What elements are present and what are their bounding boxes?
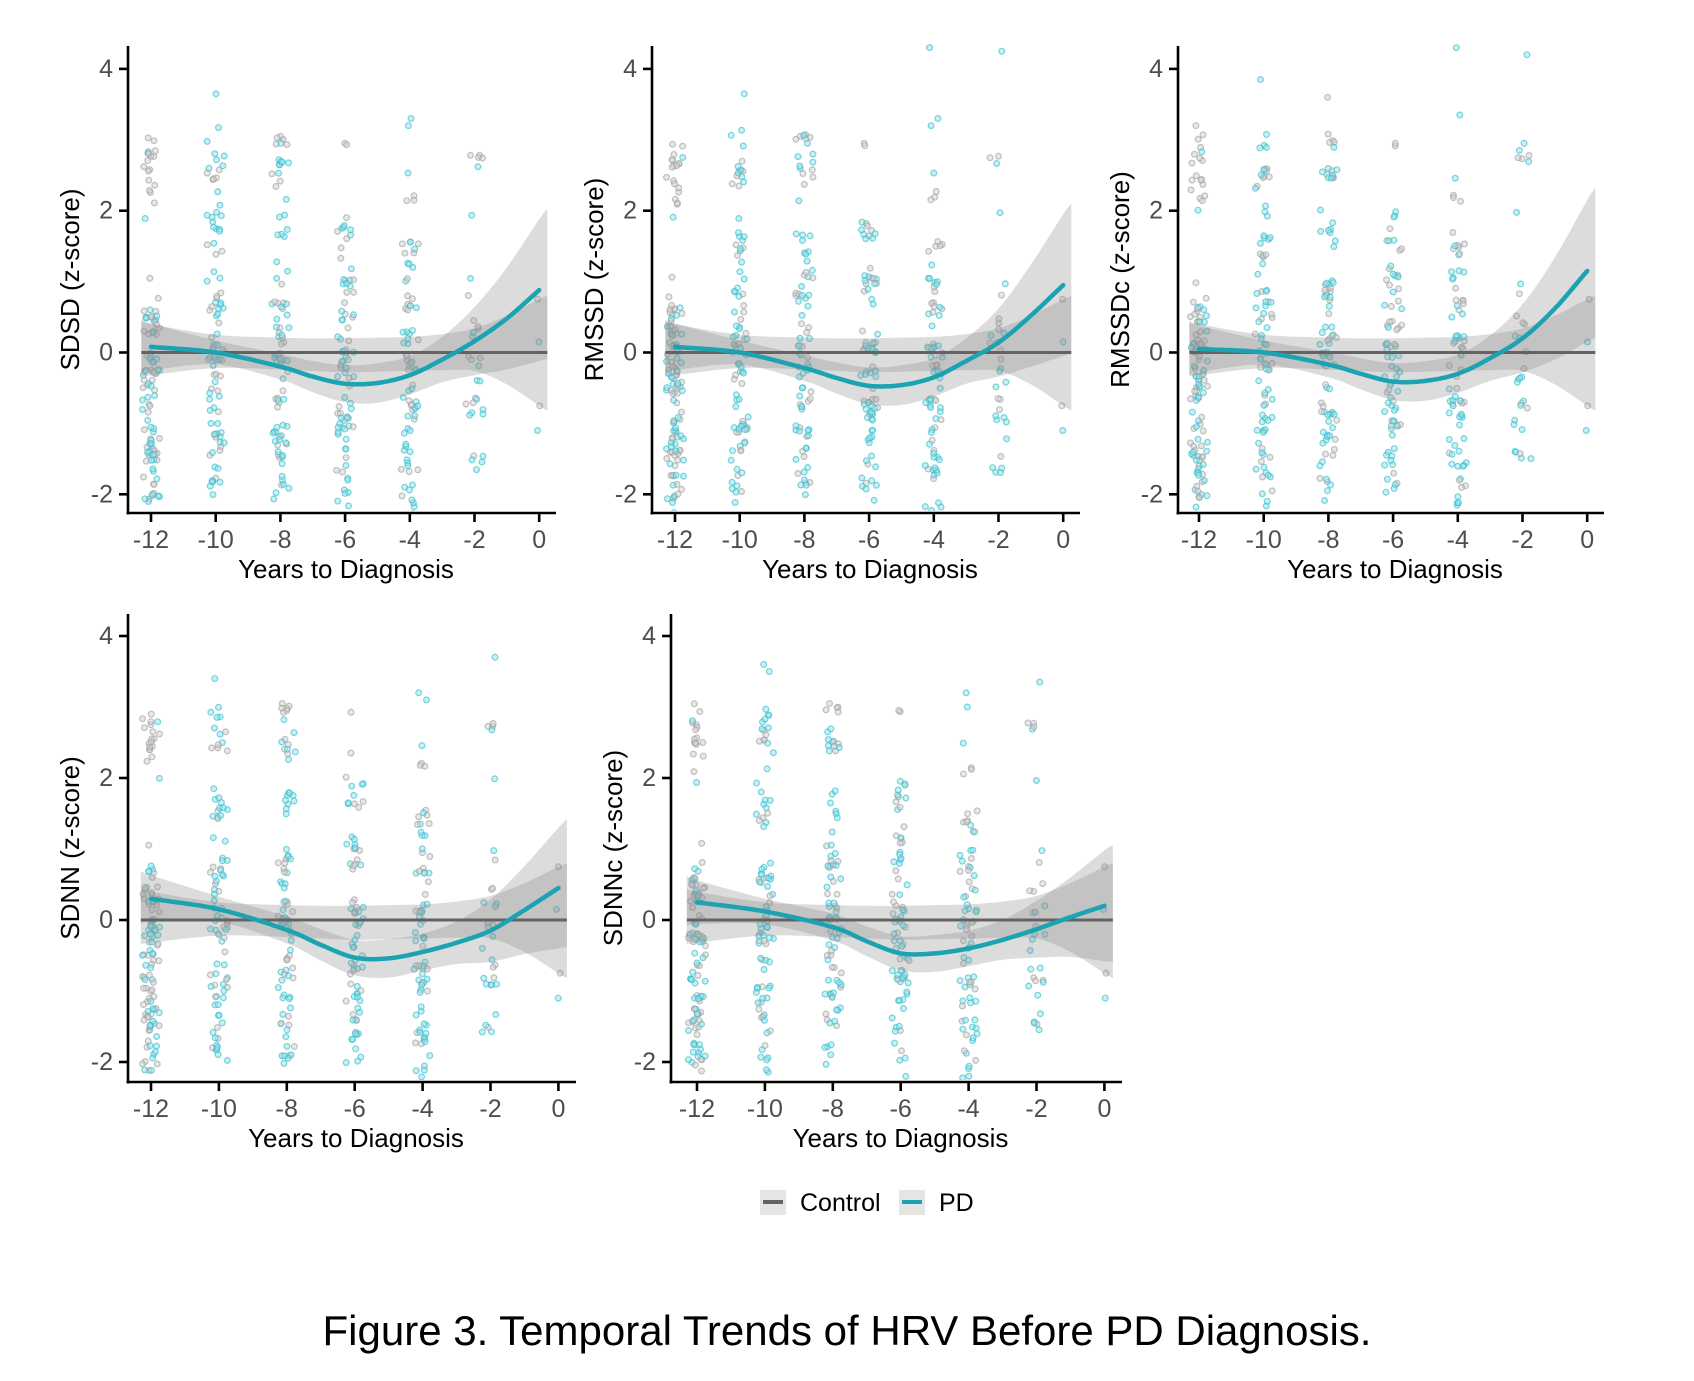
svg-text:-8: -8 [269, 526, 291, 554]
svg-text:0: 0 [623, 339, 637, 367]
svg-text:PD: PD [939, 1189, 974, 1217]
svg-text:2: 2 [99, 197, 113, 225]
svg-text:Years to Diagnosis: Years to Diagnosis [793, 1123, 1009, 1153]
svg-text:2: 2 [1149, 197, 1163, 225]
svg-text:-2: -2 [634, 1048, 656, 1076]
svg-text:-2: -2 [615, 480, 637, 508]
svg-text:-2: -2 [91, 1048, 113, 1076]
svg-text:-10: -10 [1246, 526, 1282, 554]
svg-text:-6: -6 [1382, 526, 1404, 554]
svg-text:-2: -2 [1141, 480, 1163, 508]
svg-text:-4: -4 [399, 526, 421, 554]
svg-text:2: 2 [99, 764, 113, 792]
svg-text:0: 0 [1580, 526, 1594, 554]
svg-text:-6: -6 [344, 1095, 366, 1123]
svg-text:4: 4 [1149, 55, 1163, 83]
svg-text:-2: -2 [1511, 526, 1533, 554]
svg-text:0: 0 [642, 906, 656, 934]
svg-text:-10: -10 [198, 526, 234, 554]
svg-text:-8: -8 [276, 1095, 298, 1123]
svg-text:-12: -12 [133, 1095, 169, 1123]
svg-text:-2: -2 [479, 1095, 501, 1123]
svg-text:4: 4 [642, 622, 656, 650]
svg-text:SDNNc (z-score): SDNNc (z-score) [598, 750, 628, 946]
svg-text:-8: -8 [1317, 526, 1339, 554]
svg-text:0: 0 [99, 339, 113, 367]
svg-text:SDNN (z-score): SDNN (z-score) [55, 756, 85, 939]
svg-text:4: 4 [623, 55, 637, 83]
svg-text:Control: Control [800, 1189, 881, 1217]
svg-text:4: 4 [99, 55, 113, 83]
svg-text:0: 0 [1056, 526, 1070, 554]
svg-text:-10: -10 [201, 1095, 237, 1123]
svg-text:-6: -6 [858, 526, 880, 554]
svg-text:Years to Diagnosis: Years to Diagnosis [1287, 554, 1503, 584]
svg-text:SDSD (z-score): SDSD (z-score) [55, 188, 85, 370]
svg-text:0: 0 [99, 906, 113, 934]
svg-text:Years to Diagnosis: Years to Diagnosis [762, 554, 978, 584]
svg-text:-8: -8 [793, 526, 815, 554]
svg-text:2: 2 [642, 764, 656, 792]
svg-text:0: 0 [551, 1095, 565, 1123]
svg-text:0: 0 [1149, 339, 1163, 367]
svg-text:-8: -8 [822, 1095, 844, 1123]
svg-text:0: 0 [1097, 1095, 1111, 1123]
svg-text:0: 0 [532, 526, 546, 554]
svg-text:-4: -4 [411, 1095, 433, 1123]
svg-text:-4: -4 [1447, 526, 1469, 554]
svg-text:-10: -10 [747, 1095, 783, 1123]
svg-text:-4: -4 [957, 1095, 979, 1123]
svg-text:RMSSDc (z-score): RMSSDc (z-score) [1105, 171, 1135, 388]
svg-text:-12: -12 [1181, 526, 1217, 554]
svg-text:-12: -12 [679, 1095, 715, 1123]
svg-text:-12: -12 [657, 526, 693, 554]
svg-text:-6: -6 [334, 526, 356, 554]
svg-text:-4: -4 [923, 526, 945, 554]
svg-text:RMSSD (z-score): RMSSD (z-score) [579, 178, 609, 382]
svg-text:-2: -2 [463, 526, 485, 554]
svg-text:-2: -2 [987, 526, 1009, 554]
svg-text:Years to Diagnosis: Years to Diagnosis [238, 554, 454, 584]
svg-text:2: 2 [623, 197, 637, 225]
svg-text:-12: -12 [133, 526, 169, 554]
svg-text:-10: -10 [722, 526, 758, 554]
svg-text:-2: -2 [91, 480, 113, 508]
svg-text:4: 4 [99, 622, 113, 650]
svg-text:-2: -2 [1025, 1095, 1047, 1123]
svg-text:Figure 3. Temporal Trends of H: Figure 3. Temporal Trends of HRV Before … [323, 1307, 1372, 1354]
svg-text:Years to Diagnosis: Years to Diagnosis [248, 1123, 464, 1153]
svg-text:-6: -6 [890, 1095, 912, 1123]
